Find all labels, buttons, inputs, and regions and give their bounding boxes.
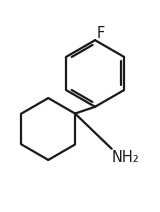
Text: F: F <box>96 26 105 41</box>
Text: NH₂: NH₂ <box>111 150 139 165</box>
